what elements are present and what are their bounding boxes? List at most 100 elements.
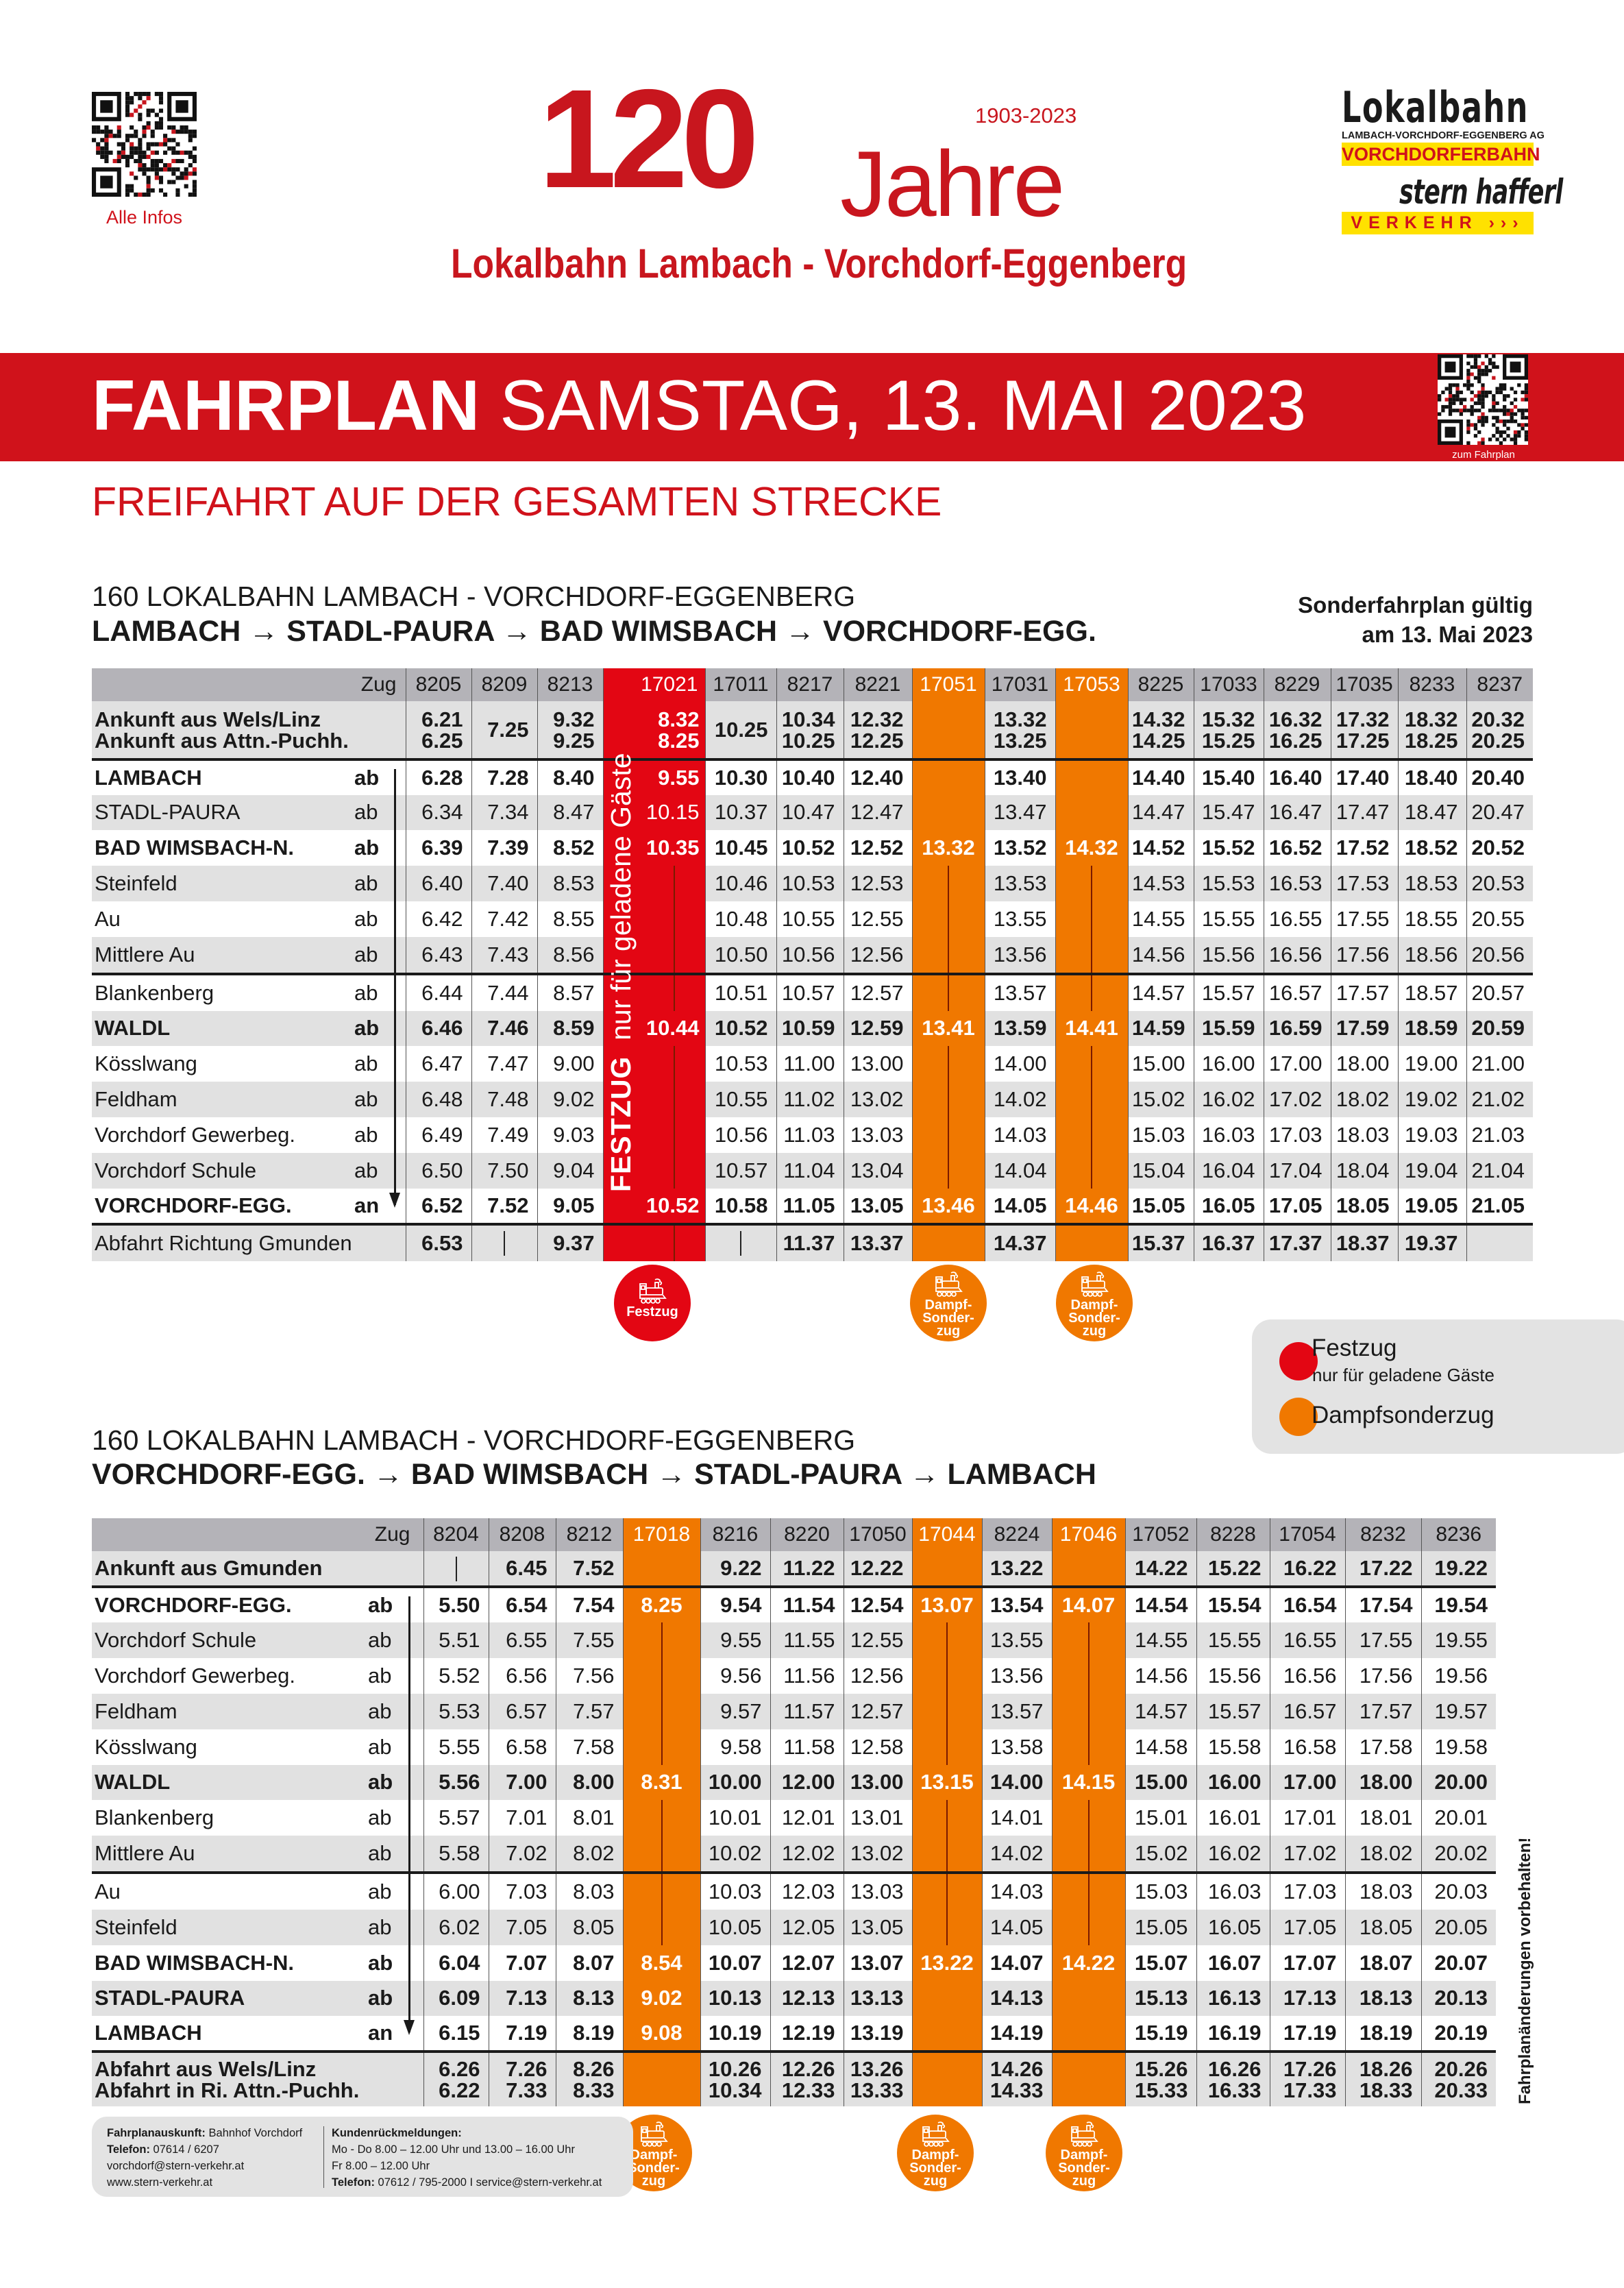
train-number: 8216	[700, 1518, 770, 1551]
no-stop-line: |	[455, 1556, 457, 1581]
departure-time: 6.39	[405, 830, 471, 866]
page-title: FAHRPLAN SAMSTAG, 13. MAI 2023	[92, 366, 1307, 446]
connection-row: Abfahrt aus Wels/Linz Abfahrt in Ri. Attn…	[92, 2051, 1496, 2106]
train-number: 8204	[423, 1518, 489, 1551]
connection-times: 7.25	[471, 701, 537, 761]
departure-time: 7.49	[471, 1117, 537, 1153]
departure-time: 7.52	[555, 1551, 623, 1588]
station-name: Au	[95, 1879, 121, 1903]
qr-code-icon[interactable]	[1438, 354, 1528, 445]
station-name: Blankenberg	[95, 980, 214, 1005]
festzug-note-bold: FESTZUG	[605, 1056, 637, 1193]
departure-time: 11.55	[770, 1622, 844, 1658]
departure-time: 13.01	[843, 1800, 912, 1836]
departure-time: 6.46	[405, 1010, 471, 1046]
departure-time: 7.57	[555, 1693, 623, 1729]
departure-time: 13.40	[984, 759, 1055, 795]
passes-without-stop: |	[911, 936, 985, 975]
departure-time: 18.57	[1397, 973, 1466, 1011]
departure-time: 11.03	[776, 1117, 844, 1153]
qr-code-icon[interactable]	[92, 92, 197, 197]
departure-time: 7.42	[471, 901, 537, 937]
station-row: Vorchdorf Schule ab 5.516.557.55 | 9.5511.55…	[92, 1622, 1496, 1658]
departure-time: 14.15	[1051, 1764, 1125, 1800]
departure-time: 14.56	[1124, 1657, 1196, 1694]
departure-time: 18.02	[1330, 1082, 1398, 1117]
no-stop-line: |	[948, 1046, 949, 1082]
departure-time: 12.47	[843, 794, 912, 830]
departure-time: 19.58	[1420, 1729, 1496, 1765]
time: 10.26	[708, 2056, 762, 2081]
departure-time: 16.52	[1263, 830, 1331, 866]
departure-time: 11.22	[770, 1551, 844, 1588]
station-cell: Vorchdorf Schule ab	[92, 1153, 406, 1189]
departure-time: 18.03	[1344, 1873, 1421, 1910]
steam-locomotive-icon	[1081, 1271, 1109, 1297]
station-name: Kösslwang	[95, 1734, 197, 1759]
departure-time: 15.57	[1196, 1693, 1270, 1729]
passes-without-stop: |	[1055, 865, 1128, 901]
dampfsonderzug-badge: Dampf- Sonder-zug	[1056, 1265, 1133, 1341]
direction-label: ab	[354, 1016, 380, 1040]
departure-time: 11.00	[776, 1046, 844, 1082]
time: 9.32	[553, 707, 595, 731]
anniversary-number: 120	[539, 60, 759, 217]
departure-time	[1055, 794, 1128, 830]
passes-without-stop: |	[911, 1693, 982, 1729]
departure-time: 10.05	[700, 1910, 770, 1945]
connection-times: 17.32 17.25	[1330, 701, 1398, 761]
legend-festzug-dot	[1279, 1342, 1318, 1380]
title-date: SAMSTAG, 13. MAI 2023	[500, 366, 1307, 446]
departure-time: 20.56	[1466, 936, 1533, 975]
departure-time: 16.56	[1263, 936, 1331, 975]
email-link[interactable]: vorchdorf@stern-verkehr.at	[107, 2160, 245, 2172]
station-name: Steinfeld	[95, 871, 177, 895]
passes-without-stop: |	[602, 901, 705, 937]
departure-time: 13.02	[843, 1836, 912, 1874]
departure-time: 6.52	[405, 1189, 471, 1226]
passes-without-stop: |	[1055, 1117, 1128, 1153]
departure-time: 16.55	[1269, 1622, 1345, 1658]
passes-without-stop: |	[1055, 936, 1128, 975]
time: 10.34	[781, 707, 835, 731]
time: 7.25	[487, 718, 529, 742]
departure-time: 10.40	[776, 759, 844, 795]
no-stop-line: |	[661, 1910, 663, 1945]
departure-time: 17.54	[1344, 1587, 1421, 1622]
departure-time: 9.55	[602, 759, 705, 795]
logo-bar: VORCHDORFERBAHN	[1342, 143, 1540, 166]
passes-without-stop: |	[1055, 973, 1128, 1011]
station-row: VORCHDORF-EGG. ab 5.50 6.54 7.54 8.25 9.54 11.5…	[92, 1587, 1496, 1622]
badge-text: Sonder-	[1058, 2161, 1110, 2176]
phone-label: Telefon:	[107, 2143, 150, 2156]
dampfsonderzug-badge: Dampf- Sonder-zug	[897, 2115, 974, 2191]
timetable-vorchdorf-lambach: Zug 8204 8208 8212 17018 8216 8220 17050 17044 82…	[92, 1518, 1496, 2106]
departure-time: 14.03	[984, 1117, 1055, 1153]
departure-time: 17.58	[1344, 1729, 1421, 1765]
station-name: BAD WIMSBACH-N.	[95, 835, 295, 860]
direction-label: ab	[368, 1699, 392, 1723]
departure-time: 20.40	[1466, 759, 1533, 795]
badge-text: zug	[1082, 1324, 1107, 1339]
departure-time: 19.37	[1397, 1224, 1466, 1261]
departure-time: 21.00	[1466, 1046, 1533, 1082]
passes-without-stop: |	[911, 1836, 982, 1874]
departure-time: 14.02	[981, 1836, 1052, 1874]
no-stop-line: |	[1091, 1117, 1092, 1153]
web-link[interactable]: www.stern-verkehr.at	[107, 2176, 213, 2189]
station-row: Vorchdorf Gewerbeg. ab 5.526.567.56 | 9.5611…	[92, 1657, 1496, 1694]
departure-time: 8.53	[537, 865, 603, 901]
departure-time: 12.59	[843, 1010, 912, 1046]
departure-time: 14.03	[981, 1873, 1052, 1910]
station-row: Blankenberg ab 6.447.448.57 | 10.5110.5712.5…	[92, 973, 1533, 1011]
departure-time: 17.02	[1269, 1836, 1345, 1874]
direction-label: ab	[354, 1158, 378, 1182]
passes-without-stop: |	[622, 1693, 700, 1729]
departure-time: 16.56	[1269, 1657, 1345, 1694]
station-row: BAD WIMSBACH-N. ab 6.04 7.07 8.07 8.54 10.07 12…	[92, 1945, 1496, 1981]
departure-time: 14.22	[1051, 1945, 1125, 1981]
passes-without-stop: |	[1051, 1800, 1125, 1836]
no-stop-line: |	[946, 1874, 948, 1910]
passes-without-stop: |	[911, 1082, 985, 1117]
